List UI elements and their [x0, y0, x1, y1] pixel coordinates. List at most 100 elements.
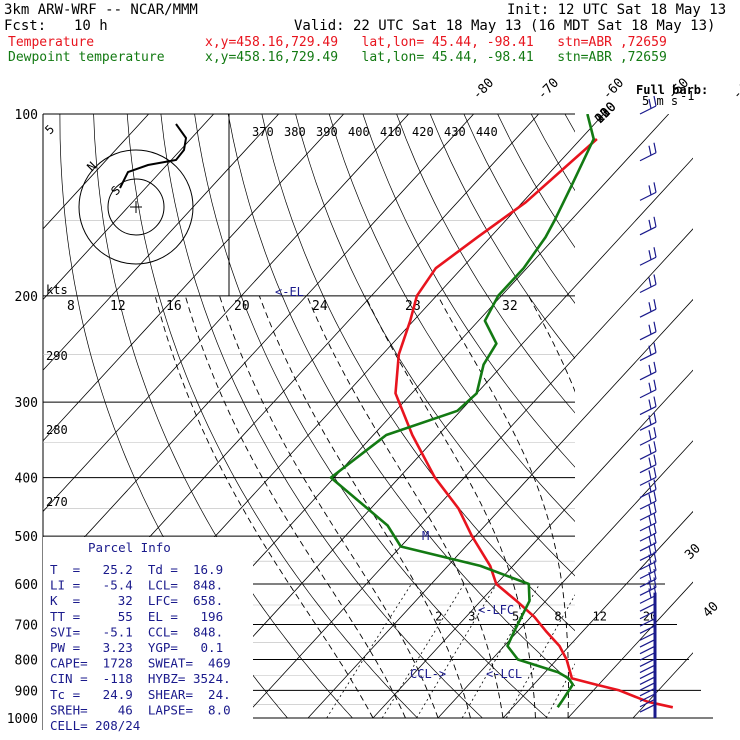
model-title: 3km ARW-WRF -- NCAR/MMM: [4, 2, 198, 18]
moist-adiabat-5: [258, 295, 471, 719]
isotherm--110: [43, 114, 279, 371]
theta-label-440: 440: [476, 125, 498, 139]
isotherm-label--70: -70: [535, 76, 562, 103]
dry-adiabat-330: [328, 114, 575, 522]
wind-barb-flag: [653, 95, 657, 107]
wind-barb-staff: [639, 551, 657, 561]
dry-adiabat-380: [497, 114, 575, 249]
dewpoint-location: x,y=458.16,729.49 lat,lon= 45.44, -98.41…: [205, 50, 667, 65]
wind-barb-flag: [648, 145, 652, 156]
wind-barb: [639, 577, 657, 596]
wind-barb-flag: [653, 216, 657, 227]
wind-barb: [639, 321, 657, 341]
isotherm--20: [307, 298, 693, 719]
wind-barb-staff: [639, 283, 657, 294]
dry-adiabat-320: [295, 114, 575, 577]
wind-barb-staff: [639, 256, 657, 266]
wind-barb-staff: [639, 450, 657, 460]
wind-barb-flag: [648, 98, 652, 109]
mixing-ratio-2: [381, 583, 465, 719]
wind-barb-flag: [648, 430, 652, 440]
wind-barb-flag: [648, 554, 652, 565]
mixing-ratio-5: [461, 583, 540, 719]
hodograph-azimuth-1: 280: [46, 423, 68, 437]
wind-barb: [639, 657, 657, 667]
isotherm--10: [372, 369, 693, 719]
theta-label-420: 420: [412, 125, 434, 139]
parcel-info-row: CIN = -118 HYBZ= 3524.: [50, 671, 231, 686]
hodograph-dir-label-2: 5: [42, 122, 57, 137]
wind-barb-flag: [648, 250, 652, 260]
wind-barb-flag: [648, 364, 652, 375]
wind-barb-flag: [653, 412, 657, 423]
wind-barb-flag: [653, 542, 657, 553]
isotherm--80: [43, 114, 474, 583]
wind-barb-staff: [639, 631, 657, 641]
dewpoint-legend: Dewpoint temperature: [8, 50, 165, 65]
wind-barb: [639, 638, 657, 648]
wind-barb-flag: [648, 470, 652, 481]
isotherm-label-30: 30: [682, 541, 704, 563]
wind-barb-flag: [653, 342, 657, 353]
wind-barb: [639, 95, 657, 115]
wind-barb: [639, 454, 657, 474]
wind-barb-flag: [648, 563, 652, 574]
isotherm-label--40: -40: [730, 76, 740, 103]
wind-barb: [639, 491, 657, 510]
parcel-info-row: LI = -5.4 LCL= 848.: [50, 578, 223, 593]
pressure-label-100: 100: [15, 108, 38, 123]
dry-adiabat-450: [733, 114, 740, 718]
theta-label-430: 430: [444, 125, 466, 139]
mixing-ratio-3: [416, 583, 497, 719]
pressure-label-700: 700: [15, 618, 38, 633]
wind-barb-flag: [648, 545, 652, 556]
pressure-label-1000: 1000: [7, 712, 38, 727]
isotherm-40: [698, 114, 740, 718]
wind-barb: [639, 542, 657, 561]
mixing-ratio-lines: [326, 583, 575, 719]
wind-barb-flag: [653, 577, 657, 588]
theta-label-400: 400: [348, 125, 370, 139]
series-line-0: [394, 138, 674, 709]
wind-barb-staff: [639, 657, 657, 667]
parcel-info-row: TT = 55 EL = 196: [50, 609, 223, 624]
wind-barbs: [639, 95, 657, 718]
wind-barb-staff: [639, 561, 657, 571]
level-annotations: <-EL <-LFC <-LCL CCL-> M: [275, 285, 522, 681]
wind-barb: [639, 645, 657, 655]
forecast-label: Fcst:: [4, 18, 47, 34]
wind-barb-staff: [639, 638, 657, 648]
barb-legend: Full barb: 5 m s -1: [636, 83, 708, 108]
hodograph: NS5: [42, 114, 230, 296]
parcel-info-row: T = 25.2 Td = 16.9: [50, 562, 223, 577]
forecast-hour: 10 h: [74, 18, 108, 34]
wind-barb-staff: [639, 389, 657, 399]
level-annotation-0: <-EL: [275, 285, 304, 299]
pressure-label-900: 900: [15, 684, 38, 699]
wind-barb: [639, 698, 657, 708]
parcel-info-row: PW = 3.23 YGP= 0.1: [50, 640, 223, 655]
parcel-info-row: K = 32 LFC= 658.: [50, 593, 223, 608]
parcel-info-row: SVI= -5.1 CCL= 848.: [50, 624, 223, 639]
wind-barb-flag: [648, 580, 652, 590]
wind-barb: [639, 675, 657, 686]
temperature-location: x,y=458.16,729.49 lat,lon= 45.44, -98.41…: [205, 35, 667, 50]
wind-barb: [639, 602, 657, 612]
wind-barb-flag: [648, 588, 652, 599]
wind-barb-flag: [648, 493, 652, 504]
wind-barb-flag: [653, 479, 657, 490]
wind-barb-flag: [653, 427, 657, 438]
wind-barb-flag: [648, 415, 652, 425]
barb-legend-line1: Full barb:: [636, 83, 708, 97]
parcel-info-box: Parcel Info T = 25.2 Td = 16.9LI = -5.4 L…: [43, 537, 253, 733]
hodograph-ring-inner: [107, 178, 165, 236]
wind-barb-staff: [639, 586, 657, 596]
wind-barb: [639, 299, 657, 318]
dry-adiabat-360: [429, 114, 575, 359]
wind-barb: [639, 502, 657, 521]
wind-barb-staff: [639, 226, 657, 236]
wind-barb-staff: [639, 675, 657, 686]
parcel-info-row: CAPE= 1728 SWEAT= 469: [50, 656, 231, 671]
wind-barb: [639, 379, 657, 399]
